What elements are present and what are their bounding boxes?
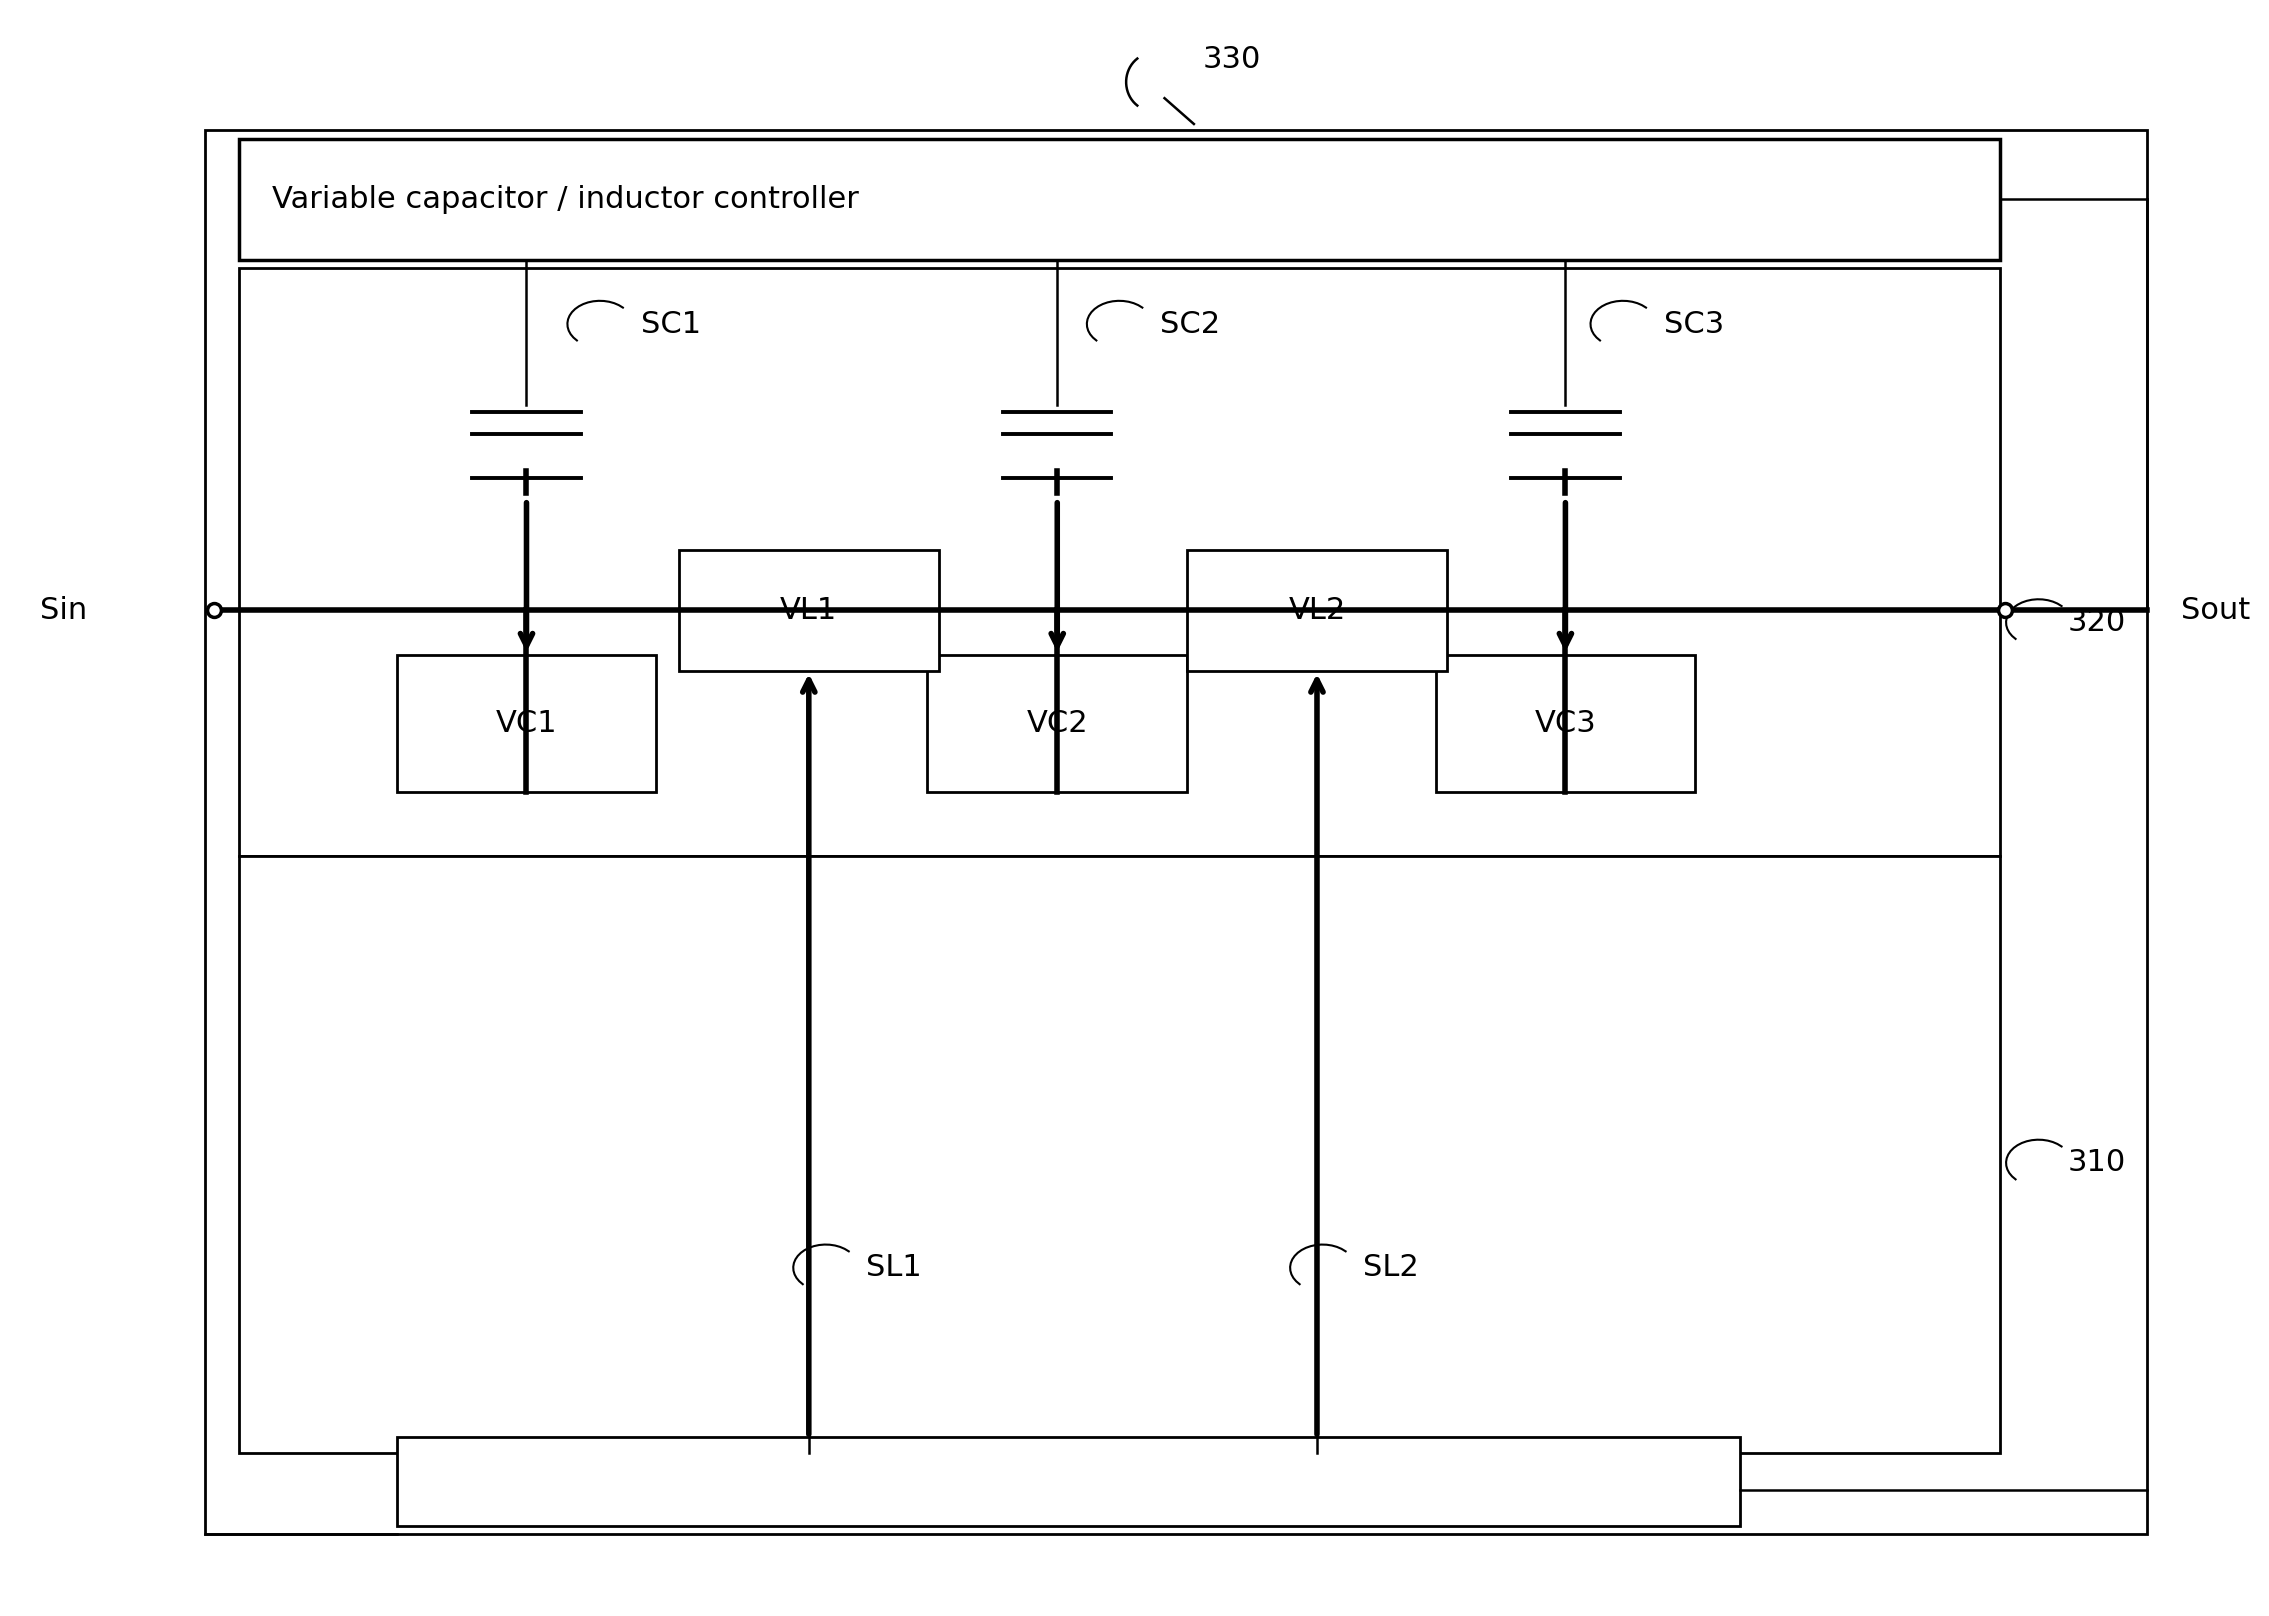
Text: VC2: VC2 [1026,709,1089,739]
Text: Sin: Sin [41,596,86,625]
Text: SL1: SL1 [867,1254,921,1281]
Bar [397,654,656,792]
Text: SC3: SC3 [1663,310,1724,338]
Text: VC1: VC1 [495,709,558,739]
Bar [1187,549,1448,671]
Text: VL1: VL1 [781,596,837,625]
Bar [928,654,1187,792]
Text: SC2: SC2 [1159,310,1221,338]
Text: Variable capacitor / inductor controller: Variable capacitor / inductor controller [272,184,860,213]
Bar [1436,654,1695,792]
Text: VL2: VL2 [1289,596,1346,625]
Bar [238,268,2001,856]
Bar [678,549,939,671]
Text: Sout: Sout [2181,596,2251,625]
Bar [238,856,2001,1453]
Bar [238,139,2001,260]
Bar [397,1437,1740,1526]
Text: 330: 330 [1203,45,1262,74]
Text: SL2: SL2 [1364,1254,1418,1281]
Text: 320: 320 [2067,608,2126,637]
Text: 310: 310 [2067,1149,2126,1178]
Bar [204,131,2146,1534]
Text: VC3: VC3 [1534,709,1597,739]
Text: SC1: SC1 [640,310,701,338]
